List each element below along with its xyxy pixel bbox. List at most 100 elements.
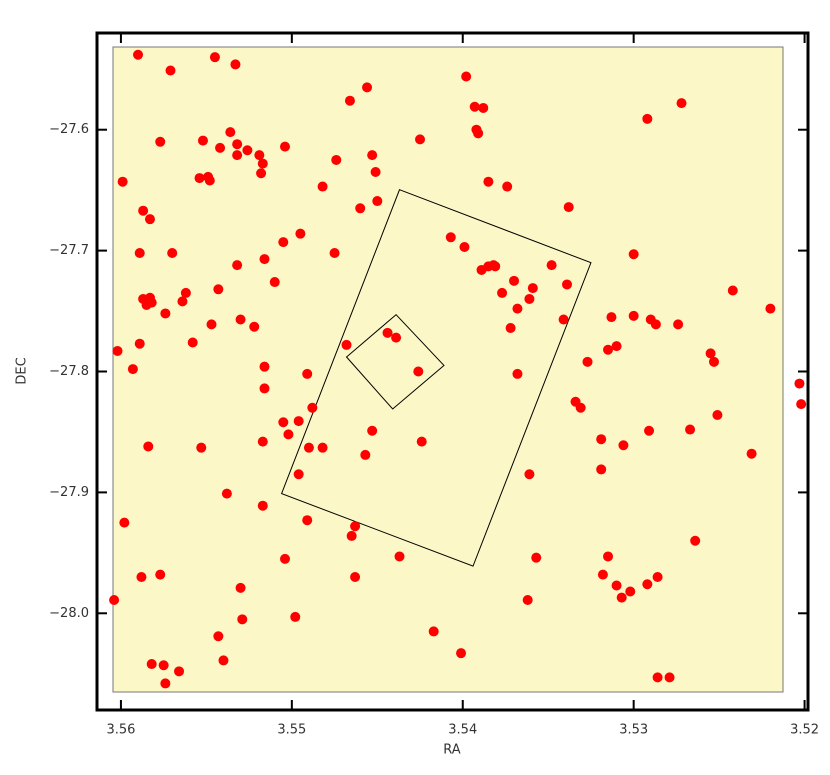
source-point — [676, 98, 687, 109]
source-point — [259, 361, 270, 372]
source-point — [603, 551, 614, 562]
source-point — [257, 500, 268, 511]
source-point — [180, 287, 191, 298]
source-point — [367, 425, 378, 436]
source-point — [341, 339, 352, 350]
source-point — [218, 655, 229, 666]
source-point — [232, 139, 243, 150]
source-point — [196, 442, 207, 453]
source-point — [603, 344, 614, 355]
source-point — [134, 338, 145, 349]
source-point — [160, 308, 171, 319]
source-point — [317, 181, 328, 192]
source-point — [235, 314, 246, 325]
source-point — [705, 348, 716, 359]
source-point — [512, 303, 523, 314]
source-point — [302, 368, 313, 379]
source-point — [283, 429, 294, 440]
source-point — [445, 232, 456, 243]
y-tick-label: −28.0 — [49, 606, 89, 621]
y-tick-label: −27.9 — [49, 485, 89, 500]
source-point — [524, 293, 535, 304]
source-point — [235, 582, 246, 593]
source-point — [136, 572, 147, 583]
source-point — [606, 312, 617, 323]
source-point — [628, 249, 639, 260]
source-point — [278, 237, 289, 248]
survey-area — [112, 46, 784, 693]
y-tick-label: −27.6 — [49, 122, 89, 137]
x-tick-label: 3.56 — [106, 723, 135, 738]
source-point — [527, 283, 538, 294]
source-point — [372, 196, 383, 207]
source-point — [329, 248, 340, 259]
source-point — [505, 322, 516, 333]
source-point — [416, 436, 427, 447]
source-point — [652, 672, 663, 683]
x-tick-label: 3.52 — [790, 723, 819, 738]
source-point — [391, 332, 402, 343]
source-point — [469, 101, 480, 112]
source-point — [144, 214, 155, 225]
field-outline — [345, 313, 445, 410]
source-point — [257, 158, 268, 169]
source-point — [596, 464, 607, 475]
source-point — [138, 205, 149, 216]
source-point — [117, 176, 128, 187]
source-point — [765, 303, 776, 314]
source-point — [215, 142, 226, 153]
x-tick-label: 3.54 — [448, 723, 477, 738]
source-point — [221, 488, 232, 499]
source-point — [746, 448, 757, 459]
source-point — [307, 402, 318, 413]
source-point — [127, 364, 138, 375]
source-point — [459, 241, 470, 252]
source-point — [570, 396, 581, 407]
y-tick-label: −27.7 — [49, 243, 89, 258]
source-point — [302, 515, 313, 526]
source-point — [346, 530, 357, 541]
source-point — [512, 368, 523, 379]
source-point — [362, 82, 373, 93]
source-point — [367, 150, 378, 161]
source-point — [187, 337, 198, 348]
source-point — [483, 176, 494, 187]
source-point — [642, 579, 653, 590]
source-point — [303, 442, 314, 453]
source-point — [165, 65, 176, 76]
source-point — [232, 260, 243, 271]
source-point — [673, 319, 684, 330]
source-point — [293, 416, 304, 427]
source-point — [428, 626, 439, 637]
source-point — [502, 181, 513, 192]
source-point — [355, 203, 366, 214]
source-point — [456, 648, 467, 659]
source-point — [256, 168, 267, 179]
source-point — [134, 248, 145, 259]
source-point — [269, 277, 280, 288]
source-point — [473, 128, 484, 139]
source-point — [712, 410, 723, 421]
source-point — [708, 356, 719, 367]
source-point — [796, 399, 807, 410]
source-point — [109, 594, 120, 605]
source-point — [546, 260, 557, 271]
source-point — [628, 310, 639, 321]
source-point — [158, 660, 169, 671]
source-point — [295, 228, 306, 239]
source-point — [360, 449, 371, 460]
source-point — [194, 173, 205, 184]
source-point — [112, 345, 123, 356]
source-point — [582, 356, 593, 367]
field-outline — [280, 189, 592, 567]
source-point — [562, 279, 573, 290]
x-tick-label: 3.55 — [277, 723, 306, 738]
source-point — [155, 569, 166, 580]
source-point — [664, 672, 675, 683]
source-point — [155, 136, 166, 147]
source-point — [141, 300, 152, 311]
source-point — [490, 261, 501, 272]
source-point — [317, 442, 328, 453]
source-point — [618, 440, 629, 451]
